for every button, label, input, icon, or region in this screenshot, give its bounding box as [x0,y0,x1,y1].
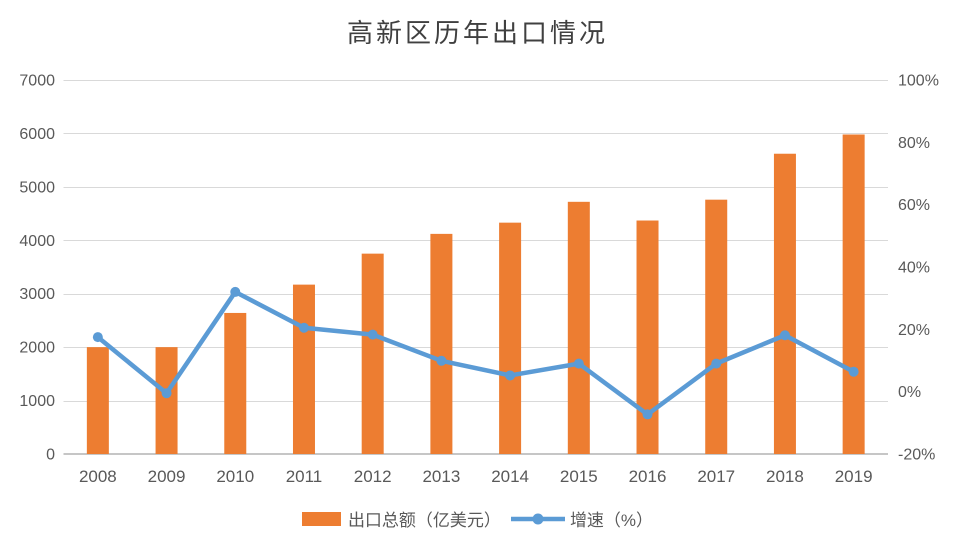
growth-line-marker [367,329,378,340]
y-axis-tick-label: 3000 [19,286,55,303]
y2-axis-tick-label: 20% [898,322,930,339]
export-bar [86,347,109,454]
y2-axis-tick-label: 80% [898,135,930,152]
y-axis-tick-label: 5000 [19,179,55,196]
y2-axis-tick-label: 0% [898,384,921,401]
x-axis-tick-label: 2019 [835,467,873,486]
export-bar [705,199,728,454]
export-bar [636,220,659,454]
legend-line-label: 增速（%） [569,511,654,530]
growth-line-marker [230,286,241,297]
growth-line-marker [436,355,447,366]
export-bar [155,347,178,454]
y2-axis-tick-label: 100% [898,73,939,90]
growth-line-marker [848,366,859,377]
x-axis-tick-label: 2018 [766,467,804,486]
y-axis-tick-label: 2000 [19,340,55,357]
y2-axis-tick-label: 60% [898,197,930,214]
x-axis-tick-label: 2008 [79,467,117,486]
y-axis-tick-label: 4000 [19,233,55,250]
y2-axis-tick-label: 40% [898,260,930,277]
legend-line-swatch [510,513,565,524]
growth-line-marker [573,358,584,369]
x-axis-tick-label: 2011 [286,467,323,486]
export-bar [224,312,247,454]
x-axis-tick-label: 2012 [354,467,392,486]
export-bar [842,134,865,455]
x-axis-tick-label: 2017 [697,467,735,486]
export-bar [292,284,315,454]
export-bar [499,222,522,454]
growth-line-marker [711,358,722,369]
growth-line-marker [505,370,516,381]
y-axis-tick-label: 1000 [19,393,55,410]
export-bar [567,201,590,454]
growth-line-marker [161,388,172,399]
legend: 出口总额（亿美元） 增速（%） [0,506,955,531]
growth-line-marker [92,332,103,343]
y-axis-tick-label: 6000 [19,126,55,143]
x-axis-tick-label: 2013 [422,467,460,486]
growth-line [95,289,856,417]
y2-axis-tick-label: -20% [898,447,935,464]
legend-bar-label: 出口总额（亿美元） [347,511,501,530]
x-axis-tick-label: 2015 [560,467,598,486]
chart-title: 高新区历年出口情况 [346,19,608,48]
growth-line-marker [642,409,653,420]
x-axis-tick-label: 2009 [148,467,186,486]
growth-line-marker [298,322,309,333]
legend-bar-swatch [301,511,341,526]
growth-line-marker [779,330,790,341]
x-axis-tick-label: 2014 [491,467,529,486]
export-bar [773,153,796,454]
export-bar [361,253,384,454]
x-axis-tick-label: 2016 [629,467,667,486]
y-axis-tick-label: 7000 [19,73,55,90]
y-axis-tick-label: 0 [46,447,55,464]
legend-line-marker-icon [532,513,544,524]
export-bar [430,233,453,454]
x-axis-tick-label: 2010 [216,467,254,486]
